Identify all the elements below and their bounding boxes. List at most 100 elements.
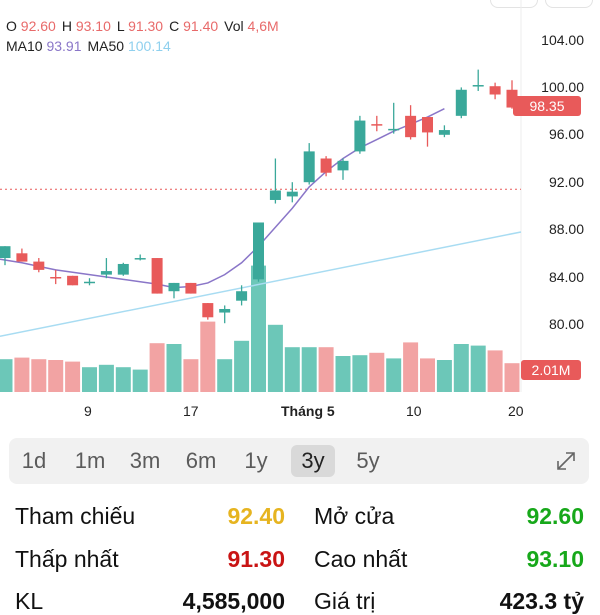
volume-stat-label: KL [15,588,44,614]
volume-badge: 2.01M [521,360,581,380]
volume-bar [14,357,30,392]
x-tick-label: 10 [406,403,422,419]
candle-body [236,291,248,301]
candle-body [253,222,264,280]
candle-body [269,190,281,200]
x-tick-label: 20 [508,403,524,419]
volume-bar [420,358,435,392]
ma10-label: MA10 [6,38,43,54]
range-button-1d[interactable]: 1d [21,448,47,473]
low-price-value: 91.30 [227,546,285,572]
candlestick-chart[interactable] [0,0,600,430]
volume-label: Vol [224,18,244,34]
volume-bar [234,340,250,392]
candle-body [16,253,28,262]
volume-bar [301,347,317,392]
volume-stat-value: 4,585,000 [182,588,285,614]
volume-bar [149,343,165,392]
volume-bar [31,359,47,392]
last-price-badge: 98.35 [513,96,581,116]
candle-body [134,258,146,260]
volume-bar [132,369,148,392]
volume-bar [183,359,199,392]
candle-body [388,128,400,131]
value-stat-label: Giá trị [314,588,376,614]
ma-readout: MA10 93.91 MA50 100.14 [6,38,171,54]
volume-bar [217,359,233,392]
range-button-3y[interactable]: 3y [291,445,335,477]
x-tick-label-month: Tháng 5 [281,403,335,419]
y-tick-label: 88.00 [548,221,584,237]
ohlc-readout: O 92.60 H 93.10 L 91.30 C 91.40 Vol 4,6M [6,18,285,34]
candle-body [67,275,79,286]
candle-body [219,308,231,313]
candle-body [489,86,501,95]
candle-body [33,261,45,270]
candle-body [286,191,298,197]
y-tick-label: 96.00 [548,126,584,142]
volume-bar [0,359,13,392]
open-price-value: 92.60 [526,503,584,529]
low-price-label: Thấp nhất [15,546,119,572]
candle-body [303,151,315,183]
candle-body [202,303,214,318]
x-tick-label: 9 [84,403,92,419]
high-value: 93.10 [75,18,111,34]
open-value: 92.60 [20,18,56,34]
volume-bar [48,360,64,392]
candle-body [50,277,62,279]
candle-body [117,263,129,275]
ma50-value: 100.14 [127,38,171,54]
range-button-6m[interactable]: 6m [185,448,217,473]
range-button-5y[interactable]: 5y [356,448,380,473]
candle-body [506,89,518,108]
ma50-line [0,231,522,337]
volume-bar [453,344,469,392]
candle-body [438,130,450,135]
value-stat-value: 423.3 tỷ [499,588,584,614]
volume-bar [115,367,131,392]
range-button-3m[interactable]: 3m [129,448,161,473]
volume-bar [504,363,520,392]
close-label: C [169,18,180,34]
expand-icon[interactable] [555,450,577,472]
candle-body [0,246,11,259]
ma10-value: 93.91 [46,38,82,54]
range-button-1m[interactable]: 1m [74,448,106,473]
range-button-1y[interactable]: 1y [244,448,268,473]
ma10-line [0,108,445,289]
reference-label: Tham chiếu [15,503,136,529]
high-price-value: 93.10 [526,546,584,572]
ma50-label: MA50 [87,38,125,54]
low-value: 91.30 [128,18,164,34]
high-label: H [61,18,72,34]
volume-bar [82,367,97,392]
volume-bar [386,358,402,392]
volume-bar [403,342,419,392]
low-label: L [116,18,125,34]
y-tick-label: 104.00 [541,32,584,48]
volume-value: 4,6M [247,18,279,34]
volume-bar [487,350,503,392]
reference-value: 92.40 [227,503,285,529]
volume-bar [335,356,351,392]
candle-body [371,124,383,126]
volume-bar [436,360,452,392]
open-price-label: Mở cửa [314,503,395,529]
volume-bar [470,345,486,392]
candle-body [422,117,433,133]
y-tick-label: 80.00 [548,316,584,332]
y-tick-label: 100.00 [541,79,584,95]
candle-body [100,271,112,275]
volume-bar [284,347,300,392]
y-tick-label: 92.00 [548,174,584,190]
candle-body [168,282,180,292]
volume-bar [65,361,81,392]
close-value: 91.40 [183,18,219,34]
candle-body [151,258,163,294]
candle-body [337,160,349,171]
y-tick-label: 84.00 [548,269,584,285]
candle-body [354,120,366,152]
volume-bar [200,321,216,392]
candle-body [320,158,332,173]
